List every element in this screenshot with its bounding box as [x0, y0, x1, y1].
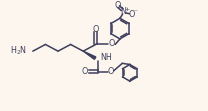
Text: O: O	[93, 25, 99, 34]
Polygon shape	[83, 51, 96, 59]
Text: NH: NH	[101, 53, 113, 62]
Text: O: O	[108, 67, 114, 76]
Text: O: O	[82, 67, 88, 76]
Text: H$_2$N: H$_2$N	[10, 45, 27, 57]
Text: O: O	[129, 10, 135, 19]
Text: N: N	[121, 7, 126, 16]
Text: ⁻: ⁻	[133, 10, 137, 16]
Text: +: +	[124, 7, 129, 12]
Text: O: O	[108, 39, 115, 48]
Text: O: O	[114, 1, 120, 10]
